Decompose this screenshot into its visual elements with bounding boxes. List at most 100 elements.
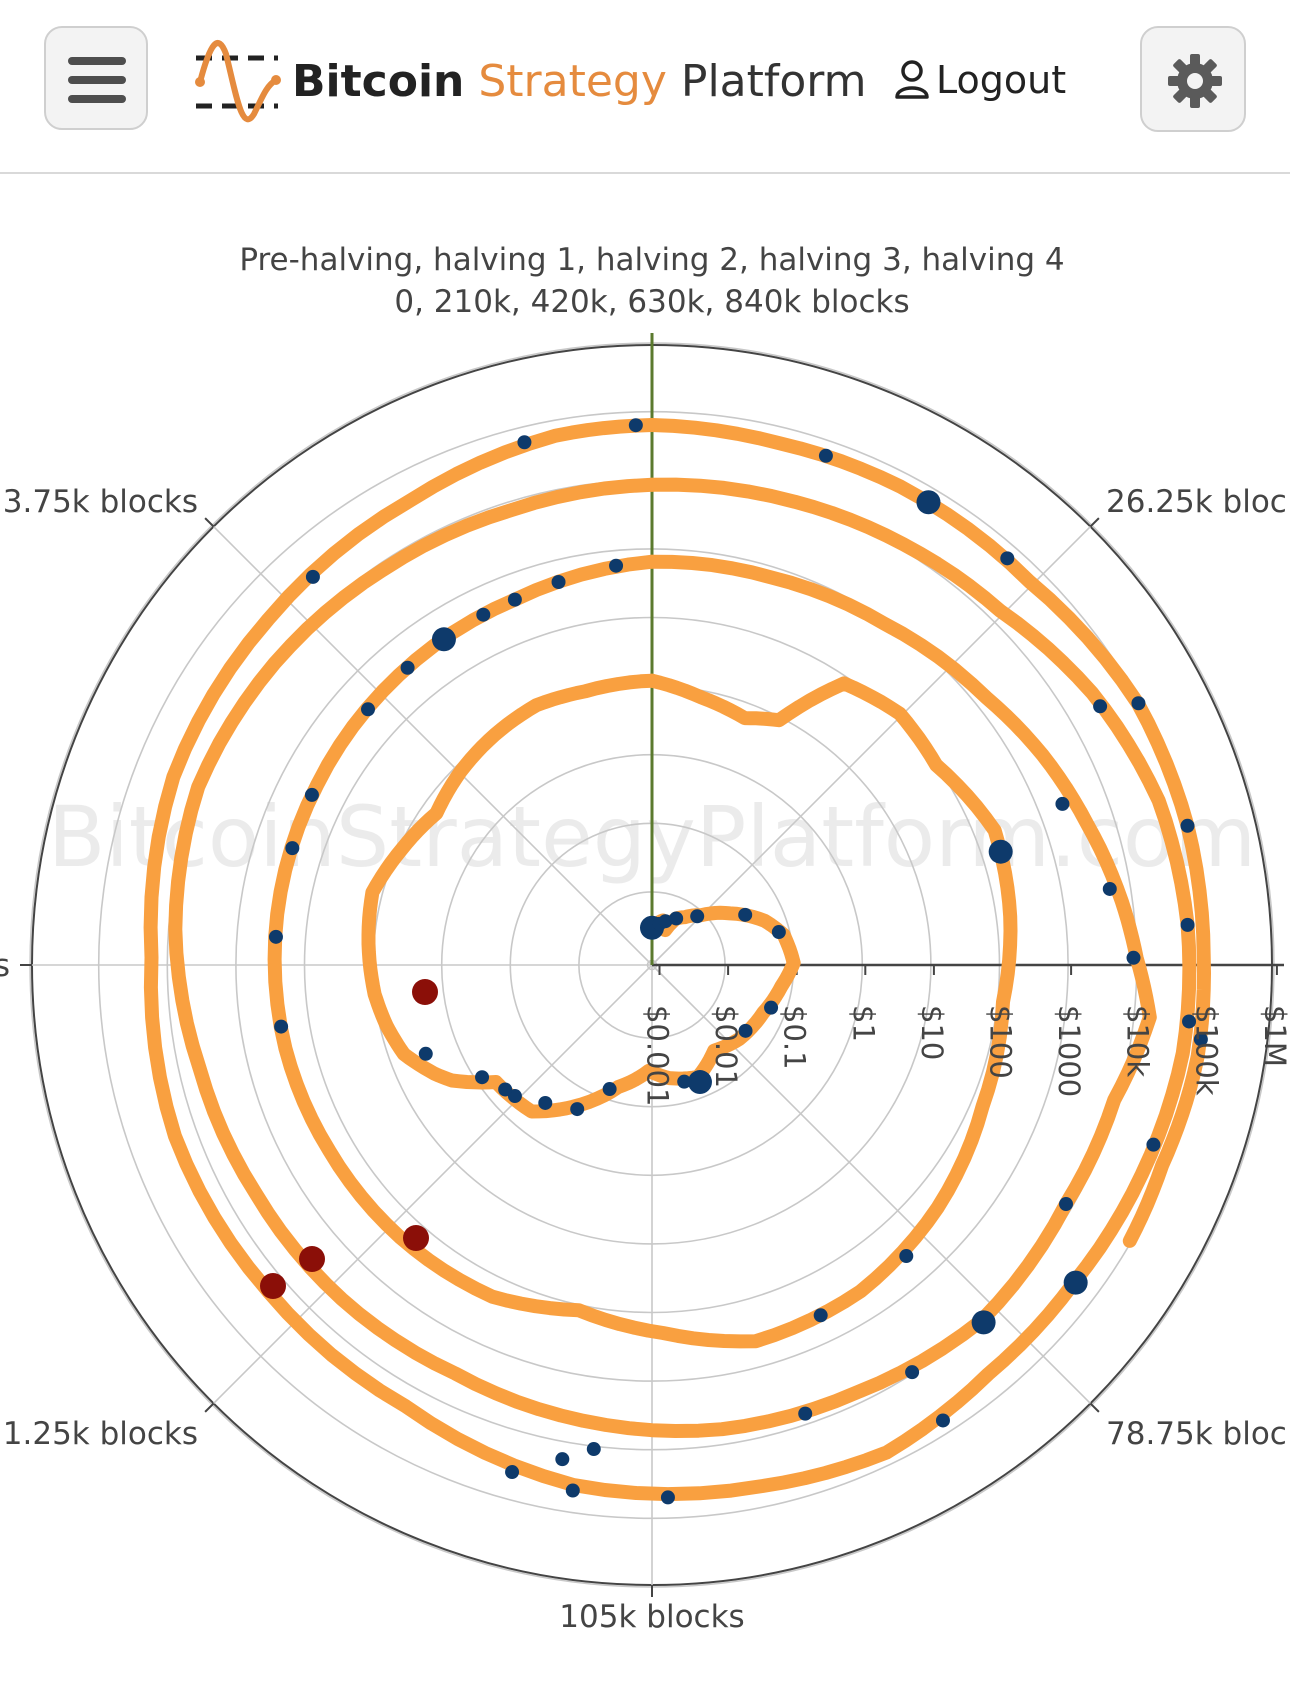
blue-marker <box>690 909 705 924</box>
blue-marker <box>570 1102 585 1117</box>
blue-marker <box>798 1406 813 1421</box>
blue-marker <box>687 1070 712 1095</box>
blue-marker <box>988 839 1013 864</box>
red-marker <box>299 1246 325 1272</box>
radial-tick-label: $1000 <box>1052 1005 1086 1097</box>
blue-marker <box>818 448 833 463</box>
angular-tick <box>1089 1402 1100 1413</box>
brand-name: Bitcoin Strategy Platform <box>292 54 866 110</box>
blue-marker <box>1146 1137 1161 1152</box>
blue-marker <box>771 925 786 940</box>
blue-marker <box>586 1442 601 1457</box>
blue-marker <box>476 607 491 622</box>
blue-marker <box>1000 551 1015 566</box>
blue-marker <box>658 914 673 929</box>
blue-marker <box>1126 950 1141 965</box>
angular-tick-label: 105k blocks <box>559 1599 744 1635</box>
menu-button[interactable] <box>44 26 148 130</box>
radial-tick-label: $0.01 <box>709 1005 743 1088</box>
blue-marker <box>418 1046 433 1061</box>
price-trace-line <box>168 477 1157 1438</box>
radial-tick-label: $1M <box>1258 1005 1290 1067</box>
angular-tick <box>1089 517 1100 528</box>
brand-word-strategy: Strategy <box>478 56 667 107</box>
blue-marker <box>1055 796 1070 811</box>
blue-marker <box>268 929 283 944</box>
angular-tick-label: 1.25k blocks <box>3 1416 198 1452</box>
blue-marker <box>565 1483 580 1498</box>
brand-word-bitcoin: Bitcoin <box>292 56 465 107</box>
grid-spoke <box>213 964 653 1404</box>
blue-marker <box>677 1074 692 1089</box>
angular-tick-label: 78.75k bloc <box>1106 1416 1287 1452</box>
blue-marker <box>304 787 319 802</box>
blue-marker <box>764 1000 779 1015</box>
radial-tick-label: $10 <box>915 1005 949 1060</box>
blue-marker <box>400 660 415 675</box>
blue-marker <box>505 1465 520 1480</box>
blue-marker <box>538 1095 553 1110</box>
blue-marker <box>660 1490 675 1505</box>
blue-marker <box>431 627 456 652</box>
angular-tick-label: 26.25k bloc <box>1106 484 1287 520</box>
angular-tick <box>204 1402 215 1413</box>
blue-marker <box>475 1070 490 1085</box>
angular-tick-label: s <box>0 948 10 984</box>
blue-marker <box>285 841 300 856</box>
blue-marker <box>517 435 532 450</box>
blue-marker <box>738 907 753 922</box>
blue-marker <box>305 569 320 584</box>
user-icon <box>895 60 929 99</box>
blue-marker <box>628 418 643 433</box>
gear-icon <box>1168 54 1222 108</box>
blue-marker <box>1131 696 1146 711</box>
logout-link[interactable]: Logout <box>894 56 1066 104</box>
blue-marker <box>905 1365 920 1380</box>
red-marker <box>260 1273 286 1299</box>
grid-spoke <box>651 526 1091 966</box>
sine-wave-logo-icon <box>195 40 281 123</box>
blue-marker <box>602 1082 617 1097</box>
radial-tick-label: $100 <box>984 1005 1018 1079</box>
radial-tick-label: $0.001 <box>641 1005 675 1106</box>
blue-marker <box>551 575 566 590</box>
price-trace-line <box>143 418 1197 1502</box>
blue-marker <box>274 1019 289 1034</box>
angular-tick <box>204 517 215 528</box>
blue-marker <box>507 592 522 607</box>
blue-marker <box>935 1413 950 1428</box>
radial-tick-label: $10k <box>1121 1005 1155 1077</box>
top-header: Bitcoin Strategy Platform Logout <box>0 0 1290 174</box>
blue-marker <box>1180 818 1195 833</box>
blue-marker <box>899 1249 914 1264</box>
red-marker <box>403 1225 429 1251</box>
blue-marker <box>916 490 941 515</box>
blue-marker <box>1063 1270 1088 1295</box>
red-marker <box>412 979 438 1005</box>
marker-layer <box>260 418 1208 1505</box>
blue-marker <box>1102 881 1117 896</box>
blue-marker <box>361 702 376 717</box>
chart-subtitle: 0, 210k, 420k, 630k, 840k blocks <box>394 284 909 320</box>
blue-marker <box>609 558 624 573</box>
blue-marker <box>669 911 684 926</box>
chart-title: Pre-halving, halving 1, halving 2, halvi… <box>239 242 1064 278</box>
blue-marker <box>1193 1032 1208 1047</box>
polar-grid <box>20 333 1284 1597</box>
blue-marker <box>1093 699 1108 714</box>
settings-button[interactable] <box>1140 26 1246 132</box>
blue-marker <box>1182 1014 1197 1029</box>
axis-labels: $0.001 $0.01 $0.1 $1 $10 $100 $1000 $10k $100k $1… <box>0 484 1290 1635</box>
radial-tick-label: $100k <box>1189 1005 1223 1096</box>
price-trace <box>143 418 1211 1502</box>
blue-marker <box>498 1082 513 1097</box>
radial-tick-label: $0.1 <box>778 1005 812 1070</box>
price-trace-line <box>267 554 1018 1349</box>
grid-spoke <box>651 964 1091 1404</box>
brand-word-platform: Platform <box>680 56 867 107</box>
blue-marker <box>1180 917 1195 932</box>
polar-chart-area: Pre-halving, halving 1, halving 2, halvi… <box>0 176 1290 1684</box>
radial-tick-label: $1 <box>846 1005 880 1042</box>
blue-marker <box>971 1310 996 1335</box>
blue-marker <box>813 1308 828 1323</box>
